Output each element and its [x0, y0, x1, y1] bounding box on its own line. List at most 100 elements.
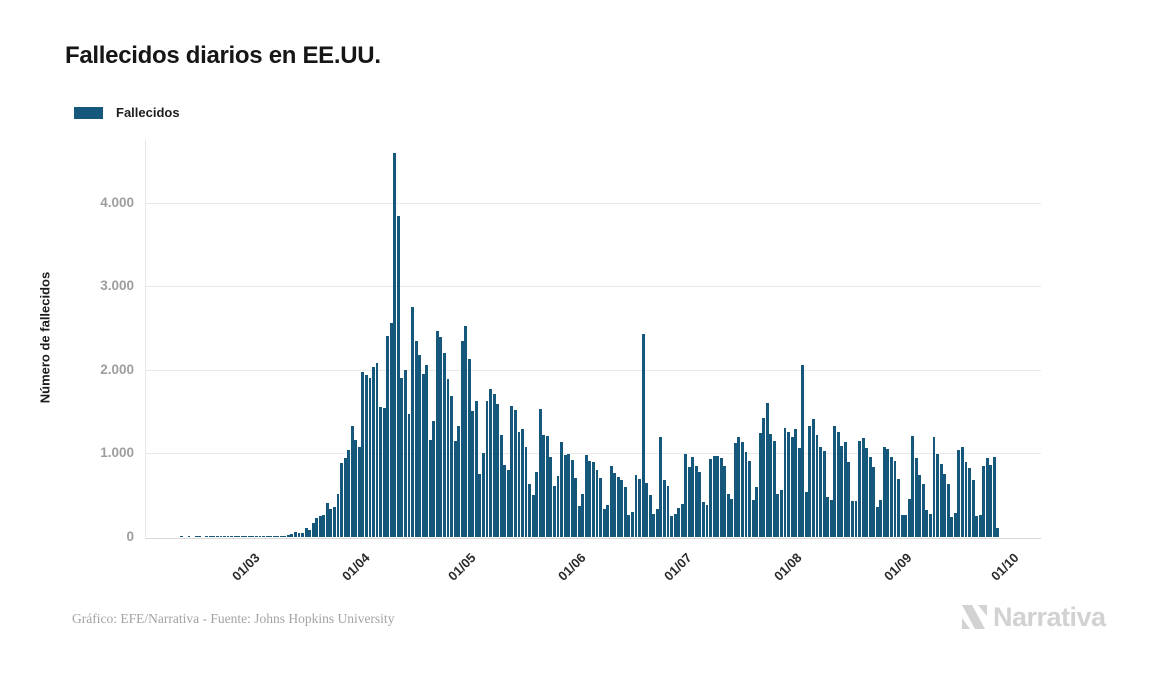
bar[interactable]	[741, 441, 744, 537]
bar[interactable]	[662, 479, 666, 537]
bar[interactable]	[563, 455, 567, 537]
bar[interactable]	[265, 536, 269, 537]
bar[interactable]	[411, 307, 414, 537]
bar[interactable]	[680, 503, 684, 537]
bar[interactable]	[893, 461, 897, 537]
bar[interactable]	[790, 436, 794, 537]
bar[interactable]	[780, 489, 783, 537]
bar[interactable]	[407, 413, 411, 537]
bar[interactable]	[879, 499, 883, 537]
bar[interactable]	[914, 458, 918, 537]
bar[interactable]	[524, 447, 528, 537]
bar[interactable]	[194, 536, 198, 537]
bar[interactable]	[496, 403, 500, 537]
bar[interactable]	[701, 501, 705, 537]
bar[interactable]	[354, 439, 358, 537]
bar[interactable]	[322, 514, 326, 537]
bar[interactable]	[602, 509, 606, 537]
bar[interactable]	[659, 436, 663, 537]
bar[interactable]	[421, 373, 425, 537]
bar[interactable]	[811, 419, 815, 537]
bar[interactable]	[453, 440, 457, 537]
bar[interactable]	[638, 478, 642, 537]
bar[interactable]	[240, 536, 244, 537]
bar[interactable]	[276, 536, 280, 537]
bar[interactable]	[904, 514, 908, 537]
bar[interactable]	[804, 492, 808, 537]
bar[interactable]	[556, 476, 560, 537]
bar[interactable]	[996, 528, 1000, 537]
bar[interactable]	[648, 494, 652, 537]
bar[interactable]	[506, 469, 510, 537]
bar[interactable]	[964, 462, 968, 537]
bar[interactable]	[180, 536, 184, 537]
bar[interactable]	[489, 389, 493, 537]
bar[interactable]	[850, 501, 854, 537]
bar[interactable]	[350, 425, 354, 537]
bar[interactable]	[787, 431, 791, 537]
bar[interactable]	[528, 483, 532, 537]
bar[interactable]	[223, 536, 226, 537]
bar[interactable]	[691, 456, 695, 537]
bar[interactable]	[542, 434, 546, 537]
bar[interactable]	[581, 494, 585, 537]
bar[interactable]	[620, 479, 624, 537]
bar[interactable]	[318, 516, 322, 537]
bar[interactable]	[836, 431, 840, 537]
bar[interactable]	[911, 436, 915, 537]
bar[interactable]	[925, 510, 929, 537]
bar[interactable]	[939, 464, 943, 537]
bar[interactable]	[254, 536, 258, 537]
bar[interactable]	[755, 486, 759, 537]
bar[interactable]	[464, 325, 468, 537]
bar[interactable]	[446, 378, 450, 537]
bar[interactable]	[677, 507, 681, 537]
bar[interactable]	[918, 474, 922, 537]
bar[interactable]	[244, 536, 248, 537]
bar[interactable]	[301, 533, 304, 537]
bar[interactable]	[847, 462, 851, 537]
bar[interactable]	[560, 442, 563, 537]
bar[interactable]	[531, 495, 535, 537]
bar[interactable]	[794, 429, 798, 537]
bar[interactable]	[460, 340, 464, 537]
bar[interactable]	[751, 500, 755, 537]
bar[interactable]	[960, 447, 964, 537]
bar[interactable]	[652, 514, 656, 537]
bar[interactable]	[219, 536, 223, 537]
bar[interactable]	[705, 505, 709, 537]
bar[interactable]	[233, 536, 237, 537]
bar[interactable]	[655, 509, 659, 537]
bar[interactable]	[386, 335, 390, 537]
bar[interactable]	[921, 483, 925, 537]
bar[interactable]	[897, 479, 900, 537]
bar[interactable]	[623, 486, 627, 537]
bar[interactable]	[467, 359, 471, 537]
bar[interactable]	[577, 505, 581, 537]
bar[interactable]	[584, 455, 588, 537]
bar[interactable]	[588, 461, 592, 537]
bar[interactable]	[758, 433, 762, 537]
bar[interactable]	[886, 448, 890, 537]
bar[interactable]	[513, 410, 517, 537]
legend[interactable]: Fallecidos	[74, 105, 180, 120]
bar[interactable]	[439, 337, 443, 537]
bar[interactable]	[726, 493, 730, 537]
bar[interactable]	[382, 408, 386, 537]
bar[interactable]	[340, 463, 343, 537]
bar[interactable]	[503, 464, 507, 537]
bar[interactable]	[687, 467, 691, 537]
bar[interactable]	[286, 535, 290, 537]
bar[interactable]	[936, 453, 940, 537]
bar[interactable]	[762, 418, 766, 537]
bar[interactable]	[890, 457, 893, 537]
bar[interactable]	[375, 362, 379, 537]
bar[interactable]	[482, 453, 485, 537]
bar[interactable]	[882, 446, 886, 537]
bar[interactable]	[485, 400, 489, 537]
bar[interactable]	[279, 536, 283, 537]
bar[interactable]	[262, 536, 265, 537]
bar[interactable]	[418, 355, 422, 537]
bar[interactable]	[797, 448, 801, 537]
bar[interactable]	[361, 372, 365, 537]
